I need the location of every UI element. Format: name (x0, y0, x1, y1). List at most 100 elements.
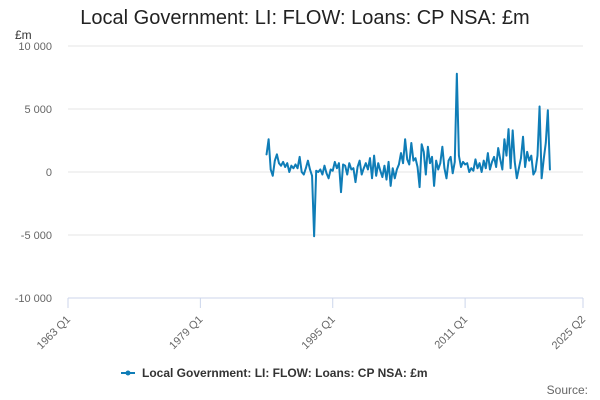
data-point[interactable] (267, 138, 270, 141)
data-point[interactable] (420, 143, 423, 146)
data-point[interactable] (427, 146, 429, 148)
data-point[interactable] (484, 167, 487, 170)
data-point[interactable] (373, 154, 375, 157)
data-point[interactable] (286, 162, 289, 164)
data-point[interactable] (319, 168, 322, 171)
data-point[interactable] (542, 158, 545, 161)
data-point[interactable] (468, 171, 471, 173)
data-point[interactable] (331, 169, 334, 172)
series-line[interactable] (265, 72, 551, 238)
data-point[interactable] (323, 164, 326, 167)
data-point[interactable] (429, 162, 431, 164)
data-point[interactable] (518, 167, 520, 170)
data-point[interactable] (516, 177, 518, 180)
data-point[interactable] (354, 181, 357, 183)
data-point[interactable] (501, 168, 504, 171)
data-point[interactable] (284, 166, 286, 168)
data-point[interactable] (329, 168, 332, 171)
data-point[interactable] (532, 173, 535, 176)
data-point[interactable] (458, 154, 460, 157)
data-point[interactable] (536, 154, 539, 157)
data-point[interactable] (300, 171, 303, 173)
data-point[interactable] (487, 152, 489, 154)
data-point[interactable] (505, 154, 508, 157)
data-point[interactable] (344, 164, 346, 167)
data-point[interactable] (538, 105, 541, 108)
data-point[interactable] (466, 162, 468, 164)
data-point[interactable] (489, 168, 491, 171)
data-point[interactable] (294, 163, 297, 166)
data-point[interactable] (371, 177, 373, 180)
data-point[interactable] (313, 235, 315, 238)
data-point[interactable] (422, 151, 425, 153)
data-point[interactable] (524, 166, 526, 168)
data-point[interactable] (416, 166, 419, 168)
data-point[interactable] (369, 157, 371, 159)
data-point[interactable] (493, 156, 495, 158)
data-point[interactable] (271, 174, 274, 177)
legend-label[interactable]: Local Government: LI: FLOW: Loans: CP NS… (142, 366, 428, 380)
data-point[interactable] (497, 147, 500, 149)
data-point[interactable] (292, 167, 295, 170)
data-point[interactable] (325, 172, 328, 175)
data-point[interactable] (365, 162, 367, 164)
data-point[interactable] (309, 168, 311, 171)
data-point[interactable] (439, 162, 442, 164)
data-point[interactable] (460, 166, 462, 168)
data-point[interactable] (346, 173, 349, 176)
data-point[interactable] (495, 166, 497, 168)
data-point[interactable] (482, 159, 485, 162)
data-point[interactable] (396, 168, 398, 171)
data-point[interactable] (367, 168, 369, 171)
data-point[interactable] (526, 151, 528, 153)
data-point[interactable] (379, 169, 382, 172)
data-point[interactable] (464, 163, 466, 166)
data-point[interactable] (478, 162, 481, 164)
data-point[interactable] (340, 191, 342, 193)
data-point[interactable] (321, 173, 324, 176)
data-point[interactable] (334, 161, 336, 163)
data-point[interactable] (462, 161, 464, 163)
data-point[interactable] (437, 168, 440, 171)
data-point[interactable] (278, 162, 280, 164)
data-point[interactable] (414, 157, 417, 159)
data-point[interactable] (307, 159, 309, 162)
data-point[interactable] (449, 156, 452, 158)
data-point[interactable] (472, 169, 475, 172)
data-point[interactable] (383, 164, 386, 167)
data-point[interactable] (336, 167, 338, 170)
data-point[interactable] (507, 128, 510, 130)
data-point[interactable] (544, 142, 547, 144)
data-point[interactable] (474, 158, 477, 161)
data-point[interactable] (360, 173, 363, 176)
data-point[interactable] (377, 162, 380, 164)
data-point[interactable] (311, 174, 313, 177)
data-point[interactable] (410, 142, 413, 144)
data-point[interactable] (342, 163, 344, 166)
data-point[interactable] (290, 164, 293, 167)
data-point[interactable] (418, 186, 421, 188)
data-point[interactable] (381, 176, 384, 178)
data-point[interactable] (398, 163, 400, 166)
data-point[interactable] (433, 185, 435, 187)
data-point[interactable] (404, 138, 406, 141)
data-point[interactable] (298, 156, 301, 158)
data-point[interactable] (302, 173, 305, 176)
data-point[interactable] (327, 177, 330, 180)
data-point[interactable] (534, 169, 537, 172)
data-point[interactable] (453, 161, 456, 163)
data-point[interactable] (511, 129, 514, 132)
data-point[interactable] (352, 167, 355, 170)
data-point[interactable] (305, 167, 307, 170)
data-point[interactable] (451, 172, 454, 175)
data-point[interactable] (393, 177, 396, 180)
data-point[interactable] (499, 158, 502, 161)
data-point[interactable] (358, 159, 361, 162)
data-point[interactable] (288, 171, 291, 173)
data-point[interactable] (443, 167, 446, 170)
data-point[interactable] (540, 177, 543, 180)
data-point[interactable] (400, 152, 402, 154)
data-point[interactable] (408, 163, 411, 166)
data-point[interactable] (265, 153, 268, 156)
data-point[interactable] (491, 161, 493, 163)
